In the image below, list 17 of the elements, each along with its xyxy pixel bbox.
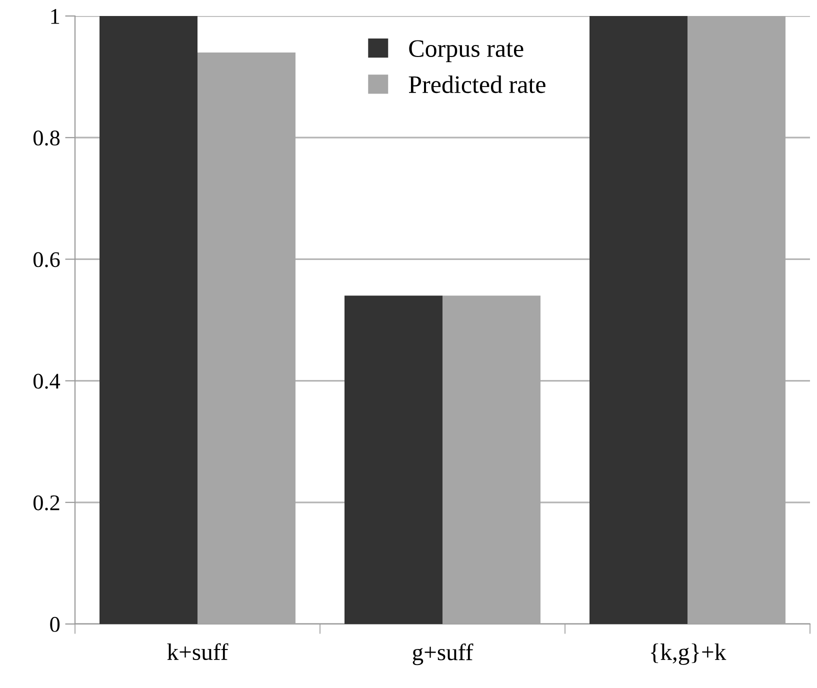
- bar: [344, 296, 442, 624]
- legend-label: Corpus rate: [409, 40, 524, 62]
- bar: [100, 16, 198, 624]
- bar: [442, 296, 540, 624]
- x-tick-label: g+suff: [412, 643, 474, 666]
- y-tick-label: 1: [51, 9, 60, 24]
- y-tick-label: 0: [50, 616, 60, 632]
- y-tick-label: 0.4: [33, 374, 60, 389]
- x-tick-label: {k,g}+k: [650, 643, 726, 665]
- bar: [688, 16, 786, 624]
- legend-label: Predicted rate: [408, 75, 546, 94]
- x-tick-label: k+suff: [167, 643, 228, 660]
- y-tick-label: 0.2: [33, 495, 60, 510]
- bar: [590, 16, 688, 624]
- bar: [198, 52, 296, 624]
- y-tick-label: 0.8: [33, 130, 60, 146]
- y-tick-label: 0.6: [33, 252, 60, 268]
